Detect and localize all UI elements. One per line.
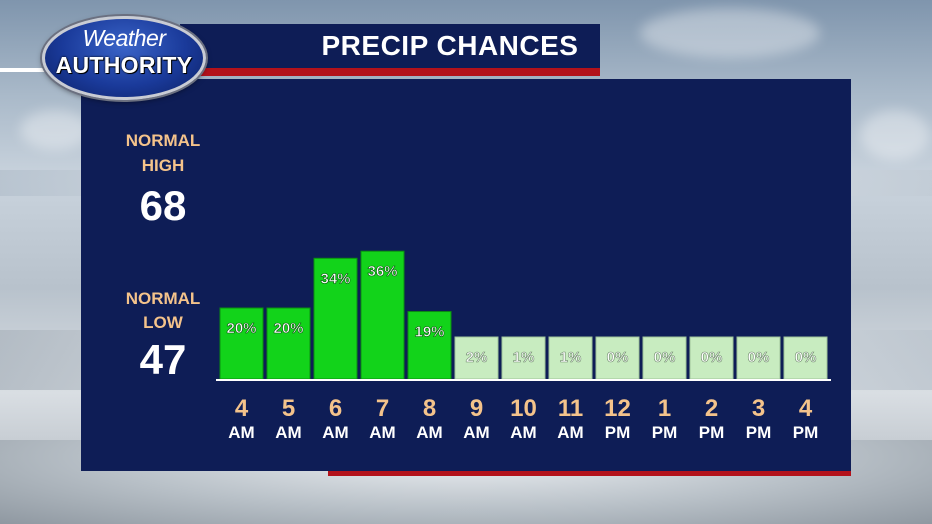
x-tick-period: AM [510,423,536,442]
x-tick-hour: 5 [282,395,295,422]
x-tick-period: PM [746,423,772,442]
x-tick-period: AM [557,423,583,442]
bar-1 [266,307,311,380]
x-tick-period: AM [463,423,489,442]
bar-10 [689,336,734,380]
bar-value-label: 1% [560,349,582,366]
bar-3 [360,250,405,380]
x-tick-hour: 6 [329,395,342,422]
bar-value-label: 0% [654,349,676,366]
x-tick-hour: 10 [510,395,537,422]
bar-5 [454,336,499,380]
x-tick-period: PM [793,423,819,442]
normal-high-value: 68 [139,182,187,229]
x-tick-period: PM [699,423,725,442]
cloud [640,8,820,58]
normal-low-label-line2: LOW [143,313,183,332]
x-tick-hour: 9 [470,395,483,422]
title-bar [180,24,600,68]
bar-value-label: 0% [795,349,817,366]
header-accent-line [0,68,60,72]
bar-value-label: 20% [226,320,256,337]
weather-authority-logo: Weather AUTHORITY [42,16,206,100]
bar-value-label: 34% [320,270,350,287]
x-tick-period: PM [652,423,678,442]
logo-text-weather: Weather [82,25,166,51]
bar-12 [783,336,828,380]
bar-11 [736,336,781,380]
title-accent-stripe [180,68,600,76]
x-tick-hour: 11 [558,395,583,422]
panel-accent-stripe [328,471,851,476]
bar-value-label: 2% [466,349,488,366]
x-tick-period: AM [369,423,395,442]
x-tick-hour: 7 [376,395,389,422]
normal-low-value: 47 [139,336,187,383]
x-tick-period: AM [228,423,254,442]
x-tick-hour: 1 [658,395,671,422]
normal-high-label-line2: HIGH [141,156,185,175]
bar-value-label: 0% [701,349,723,366]
normal-low-label-line1: NORMAL [125,289,201,308]
bar-value-label: 0% [748,349,770,366]
x-tick-period: AM [275,423,301,442]
bar-value-label: 0% [607,349,629,366]
x-tick-hour: 4 [235,395,249,422]
x-tick-period: AM [416,423,442,442]
bar-value-label: 1% [513,349,535,366]
x-tick-period: PM [605,423,631,442]
bar-value-label: 20% [273,320,303,337]
cloud [860,110,930,160]
x-tick-hour: 2 [705,395,718,422]
x-tick-hour: 3 [752,395,765,422]
bar-value-label: 19% [414,324,444,341]
x-tick-hour: 4 [799,395,813,422]
bar-9 [642,336,687,380]
bar-value-label: 36% [367,263,397,280]
normal-high-label-line1: NORMAL [125,131,201,150]
bar-4 [407,311,452,380]
x-tick-hour: 12 [604,395,631,422]
cloud [20,110,90,150]
bar-2 [313,257,358,380]
page-title: PRECIP CHANCES [321,30,579,61]
x-tick-period: AM [322,423,348,442]
chart-panel [81,79,851,471]
logo-text-authority: AUTHORITY [55,52,193,78]
x-tick-hour: 8 [423,395,436,422]
bar-0 [219,307,264,380]
